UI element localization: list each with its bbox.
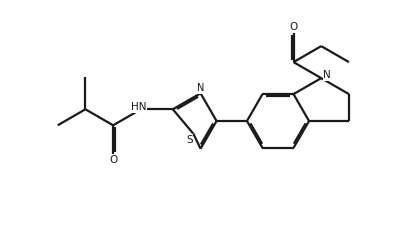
Text: N: N <box>197 83 204 93</box>
Text: S: S <box>186 135 193 145</box>
Text: O: O <box>109 155 117 165</box>
Text: O: O <box>289 22 298 32</box>
Text: HN: HN <box>131 102 147 112</box>
Text: N: N <box>323 70 331 80</box>
